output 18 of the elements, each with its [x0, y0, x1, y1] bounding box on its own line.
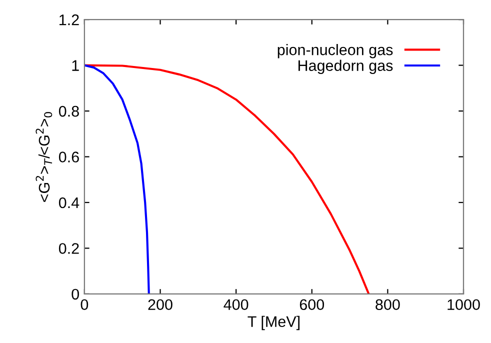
y-tick-label: 0.2 [58, 243, 79, 254]
line-series [84, 64, 150, 294]
x-tick-label: 400 [224, 299, 248, 310]
x-tick-label: 600 [300, 299, 324, 310]
x-axis-title: T [MeV] [248, 316, 300, 330]
y-axis-title: <G$^{2}$>$_{T}$/<G$^{2}$>$_{0}$ [36, 112, 52, 202]
legend-label: pion-nucleon gas [278, 44, 393, 58]
y-tick-label: 0.8 [58, 106, 79, 117]
x-tick-label: 200 [148, 299, 172, 310]
y-tick-label: 0.6 [58, 152, 79, 162]
x-tick-label: 800 [376, 299, 400, 310]
y-tick-label: 1.2 [60, 14, 79, 26]
y-tick-label: 0.4 [58, 197, 80, 208]
y-tick-label: 1 [72, 60, 79, 71]
x-tick-label: 1000 [448, 299, 480, 310]
y-tick-label: 0 [72, 288, 79, 300]
legend-label: Hagedorn gas [298, 60, 393, 74]
x-tick-label: 0 [80, 299, 88, 310]
